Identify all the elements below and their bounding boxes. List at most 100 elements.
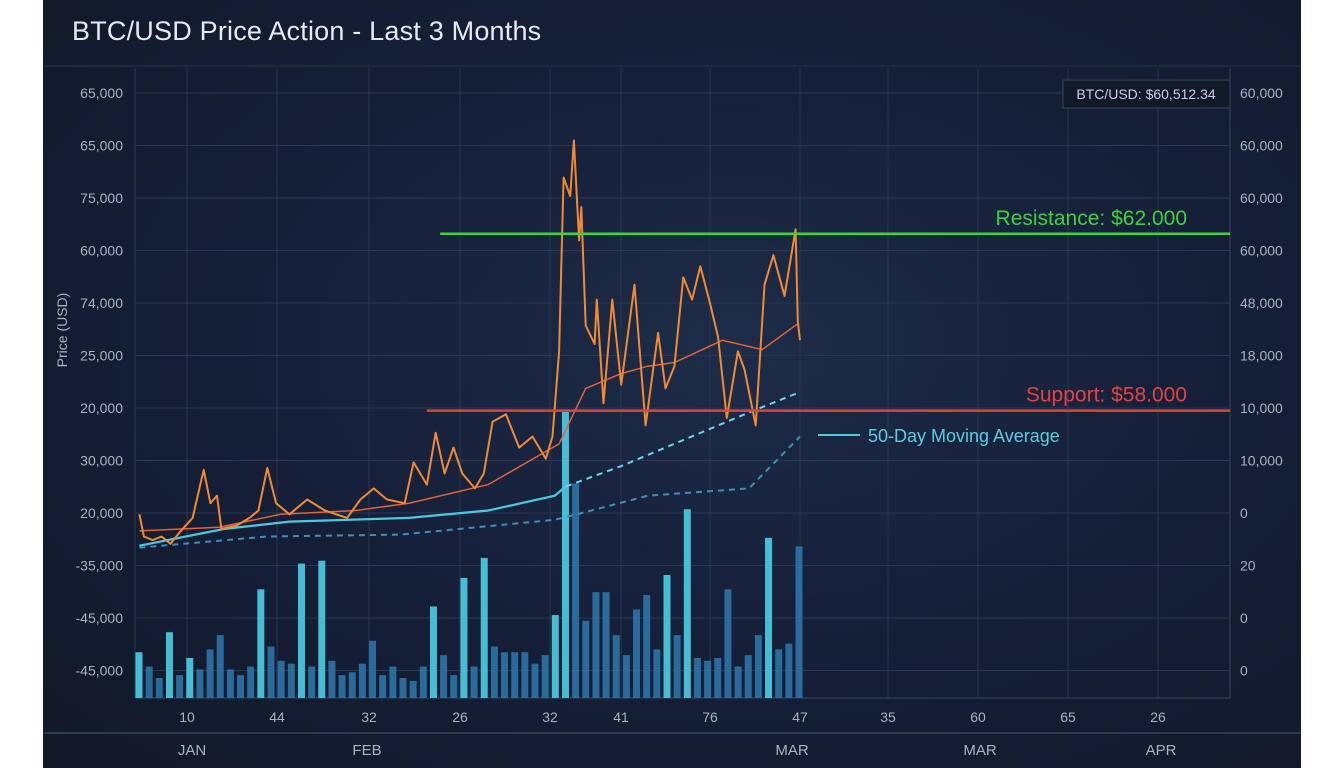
volume-bar bbox=[785, 643, 793, 698]
y-axis-title: Price (USD) bbox=[54, 293, 70, 368]
volume-bar bbox=[775, 649, 783, 698]
volume-bar bbox=[419, 666, 427, 698]
right-tick-label: 48,000 bbox=[1240, 295, 1283, 311]
volume-bar bbox=[206, 649, 214, 698]
month-label: JAN bbox=[178, 742, 206, 759]
volume-bar bbox=[734, 666, 742, 698]
chart-title: BTC/USD Price Action - Last 3 Months bbox=[72, 16, 542, 46]
ma50-projection-line bbox=[565, 391, 801, 488]
chart-panel bbox=[43, 0, 1301, 768]
resistance-label: Resistance: $62.000 bbox=[996, 207, 1187, 230]
x-tick-label: 65 bbox=[1060, 709, 1076, 725]
volume-bar bbox=[561, 412, 569, 698]
volume-bar bbox=[369, 640, 377, 698]
volume-bar bbox=[541, 655, 549, 698]
right-tick-label: 0 bbox=[1240, 610, 1248, 626]
volume-bar bbox=[633, 609, 641, 698]
x-tick-label: 32 bbox=[542, 709, 558, 725]
volume-bar bbox=[551, 615, 559, 698]
left-tick-label: 65,000 bbox=[80, 85, 123, 101]
volume-bar bbox=[612, 635, 620, 698]
right-tick-label: 10,000 bbox=[1240, 400, 1283, 416]
series-lines bbox=[138, 139, 801, 549]
volume-bar bbox=[572, 483, 580, 698]
volume-bar bbox=[765, 537, 773, 698]
right-tick-label: 18,000 bbox=[1240, 348, 1283, 364]
x-tick-label: 10 bbox=[179, 709, 195, 725]
right-tick-label: 0 bbox=[1240, 505, 1248, 521]
volume-bar bbox=[186, 657, 194, 698]
volume-bar bbox=[704, 660, 712, 698]
volume-bar bbox=[490, 646, 498, 698]
grid bbox=[43, 65, 1301, 734]
volume-bar bbox=[653, 649, 661, 698]
left-tick-label: -45,000 bbox=[76, 610, 124, 626]
volume-bar bbox=[440, 655, 448, 698]
volume-bar bbox=[643, 595, 651, 698]
support-label: Support: $58.000 bbox=[1026, 384, 1187, 407]
right-tick-label: 20 bbox=[1240, 558, 1256, 574]
volume-bar bbox=[237, 675, 245, 698]
volume-bar bbox=[277, 660, 285, 698]
volume-bar bbox=[511, 652, 519, 698]
volume-bar bbox=[328, 660, 336, 698]
volume-bar bbox=[176, 675, 184, 698]
volume-bar bbox=[267, 646, 275, 698]
volume-bar bbox=[683, 509, 691, 698]
right-tick-label: 60,000 bbox=[1240, 190, 1283, 206]
volume-bar bbox=[450, 675, 458, 698]
month-label: FEB bbox=[352, 742, 381, 759]
month-label: MAR bbox=[775, 742, 809, 759]
x-tick-label: 26 bbox=[452, 709, 468, 725]
volume-bar bbox=[460, 577, 468, 698]
x-tick-label: 35 bbox=[880, 709, 896, 725]
left-tick-label: 74,000 bbox=[80, 295, 123, 311]
right-tick-label: 0 bbox=[1240, 663, 1248, 679]
volume-bar bbox=[470, 666, 478, 698]
volume-bar bbox=[155, 677, 163, 698]
volume-bar bbox=[216, 635, 224, 698]
left-tick-label: 20,000 bbox=[80, 505, 123, 521]
left-tick-label: 75,000 bbox=[80, 190, 123, 206]
x-tick-label: 76 bbox=[702, 709, 718, 725]
volume-bar bbox=[409, 680, 417, 698]
short-moving-average-line bbox=[139, 323, 799, 532]
volume-bar bbox=[379, 675, 387, 698]
ma50-line bbox=[139, 485, 567, 547]
volume-bar bbox=[754, 635, 762, 698]
volume-bar bbox=[297, 563, 305, 698]
volume-bar bbox=[196, 669, 204, 698]
volume-bars bbox=[135, 412, 803, 698]
volume-bar bbox=[531, 663, 539, 698]
volume-bar bbox=[287, 663, 295, 698]
left-tick-label: 65,000 bbox=[80, 138, 123, 154]
price-levels: Resistance: $62.000 Support: $58.000 bbox=[426, 207, 1230, 412]
left-tick-label: -45,000 bbox=[76, 663, 124, 679]
x-tick-label: 32 bbox=[361, 709, 377, 725]
x-tick-label: 41 bbox=[613, 709, 629, 725]
volume-bar bbox=[622, 655, 630, 698]
axes: 65,000 65,000 75,000 60,000 74,000 25,000 20,0… bbox=[76, 85, 1284, 759]
current-price-label: BTC/USD: $60,512.34 bbox=[1076, 86, 1216, 102]
x-tick-label: 44 bbox=[269, 709, 285, 725]
left-tick-label: 30,000 bbox=[80, 453, 123, 469]
volume-bar bbox=[795, 546, 803, 698]
left-tick-label: 20,000 bbox=[80, 400, 123, 416]
volume-bar bbox=[501, 652, 509, 698]
month-label: APR bbox=[1146, 742, 1177, 759]
volume-bar bbox=[257, 589, 265, 698]
volume-bar bbox=[226, 669, 234, 698]
volume-bar bbox=[744, 655, 752, 698]
volume-bar bbox=[247, 666, 255, 698]
volume-bar bbox=[135, 652, 143, 698]
volume-bar bbox=[145, 666, 153, 698]
legend-label-ma50: 50-Day Moving Average bbox=[868, 426, 1060, 446]
volume-bar bbox=[338, 675, 346, 698]
long-moving-average-line bbox=[139, 435, 801, 549]
volume-bar bbox=[693, 657, 701, 698]
x-tick-label: 60 bbox=[970, 709, 986, 725]
x-tick-label: 26 bbox=[1150, 709, 1166, 725]
price-line bbox=[138, 139, 801, 545]
current-price-box: BTC/USD: $60,512.34 bbox=[1062, 79, 1231, 109]
